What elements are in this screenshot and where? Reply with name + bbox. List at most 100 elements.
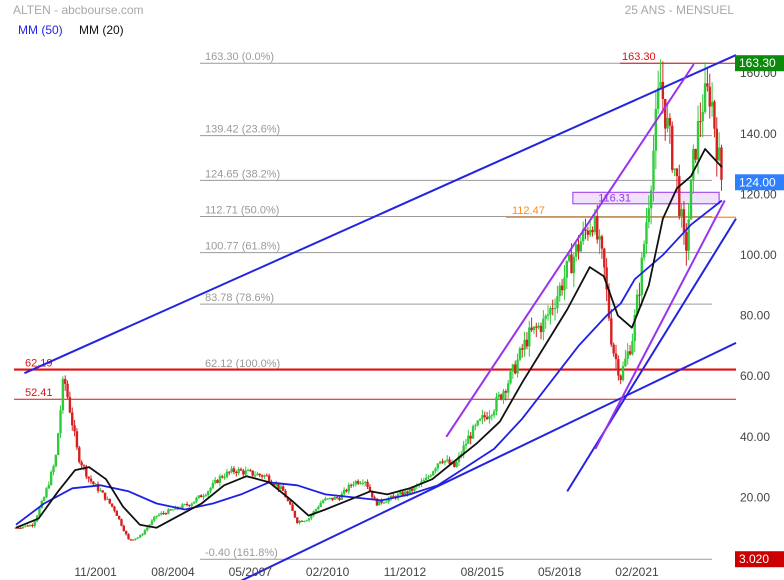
candle-body	[577, 244, 580, 252]
chart-period: 25 ANS - MENSUEL	[624, 3, 734, 17]
candle-body	[366, 481, 369, 487]
candle-body	[364, 481, 367, 483]
candle-body	[619, 375, 622, 381]
candle-body	[106, 498, 109, 500]
candle-body	[279, 486, 283, 490]
candle-body	[354, 481, 358, 485]
candle-body	[108, 498, 111, 504]
candle-body	[265, 475, 268, 477]
candle-body	[300, 520, 304, 522]
candle-body	[87, 476, 90, 479]
fib-label-1: 139.42 (23.6%)	[205, 124, 280, 136]
candle-body	[42, 497, 46, 501]
candle-body	[617, 359, 620, 376]
candle-body	[408, 488, 411, 494]
candle-body	[410, 488, 414, 491]
y-tick-100: 100.00	[740, 248, 777, 262]
candle-body	[303, 520, 306, 522]
candle-body	[45, 488, 48, 498]
candle-body	[387, 498, 390, 502]
candle-body	[715, 128, 718, 161]
candle-body	[139, 535, 142, 538]
fib-label-2: 124.65 (38.2%)	[205, 168, 280, 180]
candle-body	[436, 463, 440, 469]
candle-body	[605, 267, 608, 290]
candle-body	[127, 534, 130, 540]
candle-body	[134, 538, 137, 540]
last-price-tag-text: 124.00	[739, 175, 776, 189]
y-axis: 20.0040.0060.0080.00100.00120.00140.0016…	[740, 66, 777, 504]
candle-body	[211, 482, 215, 488]
candle-body	[544, 315, 547, 319]
candle-body	[181, 504, 184, 509]
candle-body	[26, 525, 29, 527]
candle-body	[570, 254, 573, 274]
candle-body	[328, 497, 332, 499]
price-tags: 163.30 124.00 3.020	[735, 55, 784, 568]
candle-body	[235, 471, 238, 474]
candle-body	[504, 391, 508, 393]
candle-body	[225, 471, 229, 478]
chart-title: ALTEN - abcbourse.com	[13, 3, 144, 17]
candle-body	[155, 515, 158, 517]
candle-body	[621, 366, 625, 381]
candle-body	[581, 229, 585, 242]
candle-body	[654, 108, 658, 151]
candle-body	[218, 476, 222, 483]
candle-body	[82, 465, 86, 467]
candle-body	[589, 229, 592, 235]
candle-body	[120, 519, 123, 526]
candle-body	[586, 230, 590, 235]
candle-body	[685, 232, 688, 251]
candle-body	[448, 459, 451, 464]
candle-body	[64, 379, 67, 384]
high-tag-text: 163.30	[739, 56, 776, 70]
candle-body	[579, 241, 583, 252]
trend-line-0	[24, 54, 737, 375]
candle-body	[368, 486, 372, 491]
candle-body	[52, 466, 55, 472]
candle-body	[439, 461, 442, 464]
candle-body	[256, 473, 259, 476]
candle-body	[431, 471, 435, 476]
candle-body	[89, 478, 93, 482]
candle-body	[78, 447, 81, 463]
fib-label-3: 112.71 (50.0%)	[205, 204, 279, 216]
candle-body	[228, 471, 231, 473]
x-tick-2: 05/2007	[229, 565, 273, 579]
candle-body	[96, 483, 100, 491]
candle-body	[703, 83, 707, 112]
candle-body	[612, 344, 615, 354]
candle-body	[471, 426, 475, 439]
candle-body	[614, 353, 618, 360]
candle-body	[267, 475, 271, 483]
candle-body	[117, 515, 121, 520]
candle-body	[190, 503, 193, 506]
candle-body	[24, 525, 27, 527]
candle-body	[361, 482, 365, 484]
candle-body	[260, 475, 264, 477]
candle-body	[673, 168, 676, 170]
candle-body	[490, 415, 493, 417]
candle-body	[223, 477, 226, 479]
candle-body	[406, 491, 409, 494]
level-label-52.41: 52.41	[25, 387, 53, 399]
candle-body	[382, 502, 386, 504]
candle-body	[572, 256, 576, 274]
candle-body	[103, 492, 107, 500]
candle-body	[115, 510, 118, 516]
candle-body	[666, 117, 669, 129]
legend-ma50[interactable]: MM (50)	[18, 23, 63, 37]
candle-body	[551, 308, 554, 310]
candle-body	[61, 379, 65, 411]
candle-body	[469, 435, 472, 439]
candle-body	[317, 506, 320, 510]
y-tick-40: 40.00	[740, 430, 770, 444]
candle-body	[664, 99, 667, 129]
candle-body	[202, 496, 205, 498]
candle-body	[324, 498, 327, 501]
candle-body	[558, 285, 561, 297]
candle-body	[124, 530, 128, 535]
legend-ma20[interactable]: MM (20)	[79, 23, 124, 37]
candle-body	[54, 455, 58, 467]
